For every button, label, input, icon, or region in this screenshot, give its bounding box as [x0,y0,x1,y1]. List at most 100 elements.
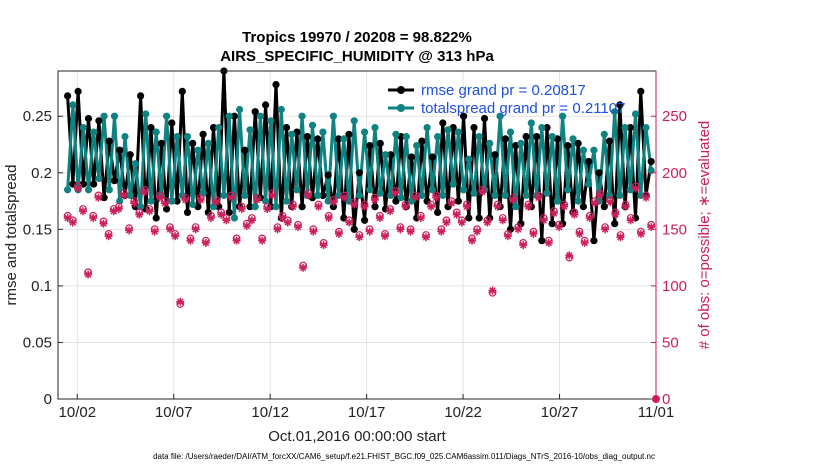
rmse-point [189,139,197,147]
obs-evaluated-point [544,238,553,247]
obs-evaluated-point [370,195,379,204]
y2-tick-label: 100 [662,278,687,295]
totalspread-point [64,186,72,194]
obs-evaluated-point [406,227,415,236]
totalspread-point [564,186,572,194]
x-tick-label: 10/27 [541,404,579,421]
chart-title: Tropics 19970 / 20208 = 98.822% [242,29,472,46]
totalspread-point [189,200,197,209]
obs-evaluated-point [355,233,364,242]
obs-evaluated-point [89,214,98,223]
obs-evaluated-point [99,219,108,228]
obs-evaluated-point [514,225,523,234]
obs-evaluated-point [329,198,338,207]
totalspread-point [631,110,640,118]
obs-evaluated-point [396,225,405,234]
totalspread-point [574,197,582,205]
totalspread-point [501,191,509,199]
rmse-point [470,124,478,132]
obs-evaluated-point [524,202,533,211]
obs-evaluated-point [160,199,169,208]
obs-evaluated-point [503,232,512,241]
totalspread-point [402,133,410,141]
obs-evaluated-point [473,227,482,236]
obs-evaluated-point [268,191,277,200]
obs-evaluated-point [565,251,574,260]
rmse-point [595,169,603,177]
obs-evaluated-point [401,202,410,211]
totalspread-point [236,105,244,114]
obs-evaluated-point [447,199,456,208]
obs-evaluated-point [631,184,640,193]
rmse-point [225,208,233,216]
rmse-point [95,117,103,125]
totalspread-point [230,214,238,222]
rmse-point [199,130,207,138]
totalspread-point [611,108,619,116]
rmse-point [454,197,462,205]
y2-axis-label: # of obs: o=possible; ∗=evaluated [696,121,713,350]
totalspread-point [355,191,363,199]
obs-evaluated-point [529,229,538,238]
obs-evaluated-point [237,204,246,213]
obs-evaluated-point [63,214,72,223]
obs-evaluated-point [135,210,144,219]
obs-markers [63,182,660,403]
rmse-point [64,92,72,100]
y-tick-label: 0.2 [31,165,52,182]
totalspread-point [105,186,113,194]
totalspread-point [428,186,436,194]
rmse-point [209,124,218,132]
totalspread-point [152,128,160,136]
totalspread-point [173,133,181,141]
obs-evaluated-point [350,200,359,209]
totalspread-point [168,197,176,205]
totalspread-point [163,112,171,120]
obs-evaluated-point [309,227,318,236]
legend-totalspread-marker [397,104,405,112]
rmse-point [418,137,426,145]
rmse-point [147,124,155,132]
totalspread-point [527,119,535,127]
rmse-point [361,216,369,224]
totalspread-point [434,133,442,141]
x-tick-label: 10/07 [155,404,193,421]
totalspread-point [376,189,384,197]
obs-evaluated-point [181,195,190,204]
rmse-point [387,151,395,159]
rmse-point [574,139,582,147]
y2-tick-label: 250 [662,108,687,125]
x-tick-label: 11/01 [638,404,674,421]
obs-evaluated-point [626,216,635,225]
totalspread-point [329,112,337,120]
legend-totalspread-label: totalspread grand pr = 0.21107 [421,100,625,117]
y-axis-left: 0 0.05 0.1 0.15 0.2 0.25 [23,108,63,408]
y2-tick-label: 200 [662,165,687,182]
rmse-point [465,214,473,222]
rmse-point [475,214,483,222]
x-tick-label: 10/12 [251,404,289,421]
obs-evaluated-point [611,210,620,219]
totalspread-point [506,128,515,136]
rmse-point [350,225,358,233]
rmse-point [90,180,98,188]
y-tick-label: 0.15 [23,221,52,238]
obs-evaluated-point [191,225,200,234]
totalspread-point [183,133,192,141]
rmse-point [533,133,541,141]
obs-evaluated-point [478,188,487,197]
obs-evaluated-point [150,227,159,236]
totalspread-point [90,128,98,136]
totalspread-point [616,191,624,199]
y-axis-label: rmse and totalspread [3,165,20,306]
rmse-point [626,124,634,132]
obs-evaluated-point [437,227,446,236]
obs-evaluated-point [140,188,149,197]
totalspread-point [131,160,139,168]
totalspread-point [319,128,327,136]
series-markers [64,67,655,245]
totalspread-point [381,151,390,159]
totalspread-point [116,197,124,205]
obs-evaluated-point [360,202,369,211]
